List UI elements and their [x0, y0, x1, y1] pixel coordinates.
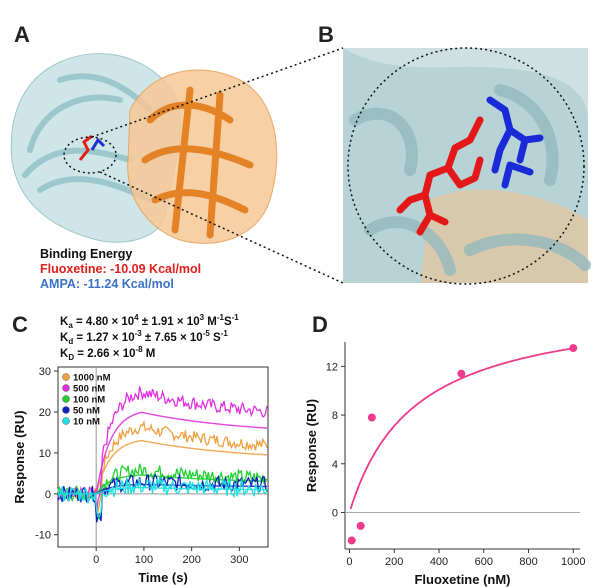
legend-marker	[62, 373, 70, 381]
x-tick-label: 600	[475, 556, 493, 568]
legend-marker	[62, 395, 70, 403]
fit-line-10-nM	[58, 486, 267, 495]
data-point	[367, 413, 376, 422]
legend-marker	[62, 406, 70, 414]
protein-structure-image	[10, 47, 591, 285]
kinetics-KD: KD = 2.66 × 10-8 M	[60, 345, 156, 363]
legend-label: 50 nM	[73, 406, 100, 417]
x-tick-label: 0	[93, 554, 99, 566]
y-axis-title: Response (RU)	[304, 399, 319, 492]
binding-energy-fluoxetine: Fluoxetine: -10.09 Kcal/mol	[40, 262, 202, 276]
x-axis-title: Fluoxetine (nM)	[414, 572, 510, 587]
legend-label: 500 nM	[73, 384, 105, 395]
y-tick-label: 0	[332, 507, 338, 519]
x-axis-title: Time (s)	[138, 570, 188, 585]
x-tick-label: 300	[230, 554, 248, 566]
y-tick-label: 10	[39, 448, 51, 460]
y-tick-label: 4	[332, 459, 338, 471]
y-tick-label: 20	[39, 407, 51, 419]
data-point	[457, 369, 466, 378]
legend-label: 1000 nM	[73, 373, 111, 384]
x-tick-label: 0	[346, 556, 352, 568]
y-tick-label: -10	[35, 530, 51, 542]
x-tick-label: 400	[430, 556, 448, 568]
panel-label-d: D	[312, 312, 328, 337]
panel-label-c: C	[12, 312, 28, 337]
legend-label: 100 nM	[73, 395, 105, 406]
plot-frame	[57, 366, 269, 548]
y-tick-label: 12	[326, 361, 338, 373]
x-tick-label: 200	[182, 554, 200, 566]
legend-label: 10 nM	[73, 417, 100, 428]
series-line-1000-nM	[57, 419, 268, 520]
x-tick-label: 800	[519, 556, 537, 568]
fit-curve	[349, 347, 573, 510]
data-point	[569, 344, 578, 353]
x-tick-label: 100	[135, 554, 153, 566]
legend-marker	[62, 384, 70, 392]
data-point	[356, 521, 365, 530]
x-tick-label: 200	[385, 556, 403, 568]
kinetics-kd: Kd = 1.27 × 10-3 ± 7.65 × 10-5 S-1	[60, 329, 228, 347]
binding-energy-title: Binding Energy	[40, 247, 133, 261]
x-tick-label: 1000	[561, 556, 585, 568]
series-line-10-nM	[57, 475, 268, 518]
data-point	[347, 536, 356, 545]
y-axis-title: Response (RU)	[12, 410, 27, 503]
panel-label-b: B	[318, 22, 334, 47]
binding-curve-chart: 0 4 8 12 0 200 400 600 800 1000 Fluoxetine (nM) Res…	[304, 342, 586, 587]
y-tick-label: 0	[45, 489, 51, 501]
y-tick-label: 8	[332, 410, 338, 422]
legend-marker	[62, 417, 70, 425]
panel-label-a: A	[14, 22, 30, 47]
y-tick-label: 30	[39, 366, 51, 378]
binding-energy-ampa: AMPA: -11.24 Kcal/mol	[40, 277, 174, 291]
kinetics-ka: Ka = 4.80 × 104 ± 1.91 × 103 M-1S-1	[60, 313, 239, 331]
